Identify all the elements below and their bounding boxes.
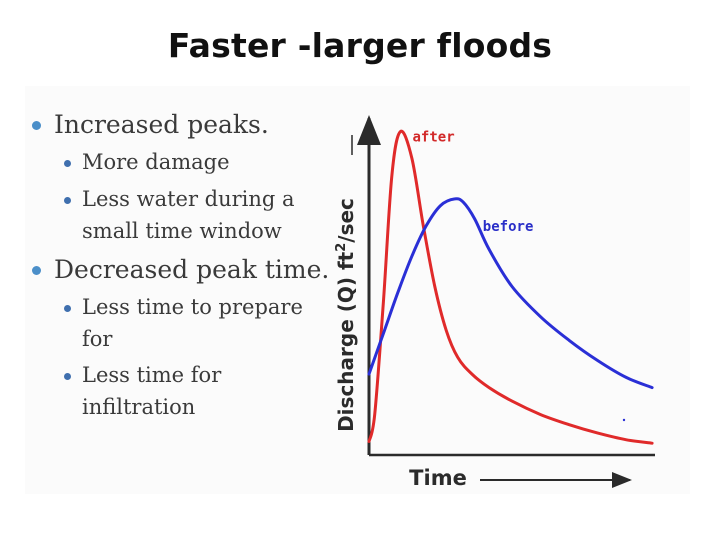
sub-bullet-less-time-infiltration: Less time for infiltration <box>30 359 330 423</box>
sub-bullet-less-time-prepare: Less time to prepare for <box>30 291 330 355</box>
series-label-after: after <box>413 130 455 146</box>
y-axis-label-main: Discharge (Q) ft <box>334 251 358 432</box>
slide-body-panel <box>25 86 690 494</box>
bullet-decreased-peak-time: Decreased peak time. <box>30 255 330 285</box>
bullet-list: Increased peaks. More damage Less water … <box>30 110 330 427</box>
series-label-layer: after before <box>413 130 534 235</box>
y-axis-label-superscript: 2 <box>334 243 349 252</box>
series-line-after <box>367 129 654 445</box>
bullet-increased-peaks: Increased peaks. <box>30 110 330 140</box>
y-axis-label: Discharge (Q) ft2/sec <box>334 198 358 432</box>
series-layer <box>367 129 654 445</box>
stray-dot <box>622 418 626 422</box>
series-line-before <box>367 197 654 390</box>
sub-bullet-more-damage: More damage <box>30 146 330 179</box>
slide-title: Faster -larger floods <box>167 26 553 65</box>
series-label-before: before <box>483 219 534 235</box>
y-axis-label-group: Discharge (Q) ft2/sec <box>334 198 358 432</box>
x-axis-label: Time <box>409 466 467 490</box>
y-axis-label-tail: /sec <box>334 198 358 243</box>
sub-bullet-less-water: Less water during a small time window <box>30 183 330 247</box>
